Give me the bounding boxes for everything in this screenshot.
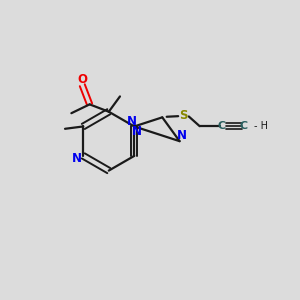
Text: S: S — [179, 110, 188, 122]
Text: N: N — [72, 152, 82, 165]
Text: N: N — [132, 125, 142, 138]
Text: C: C — [218, 121, 226, 131]
Text: N: N — [177, 129, 187, 142]
Text: O: O — [77, 74, 87, 86]
Text: - H: - H — [254, 121, 268, 131]
Text: C: C — [240, 121, 248, 131]
Text: N: N — [127, 115, 137, 128]
